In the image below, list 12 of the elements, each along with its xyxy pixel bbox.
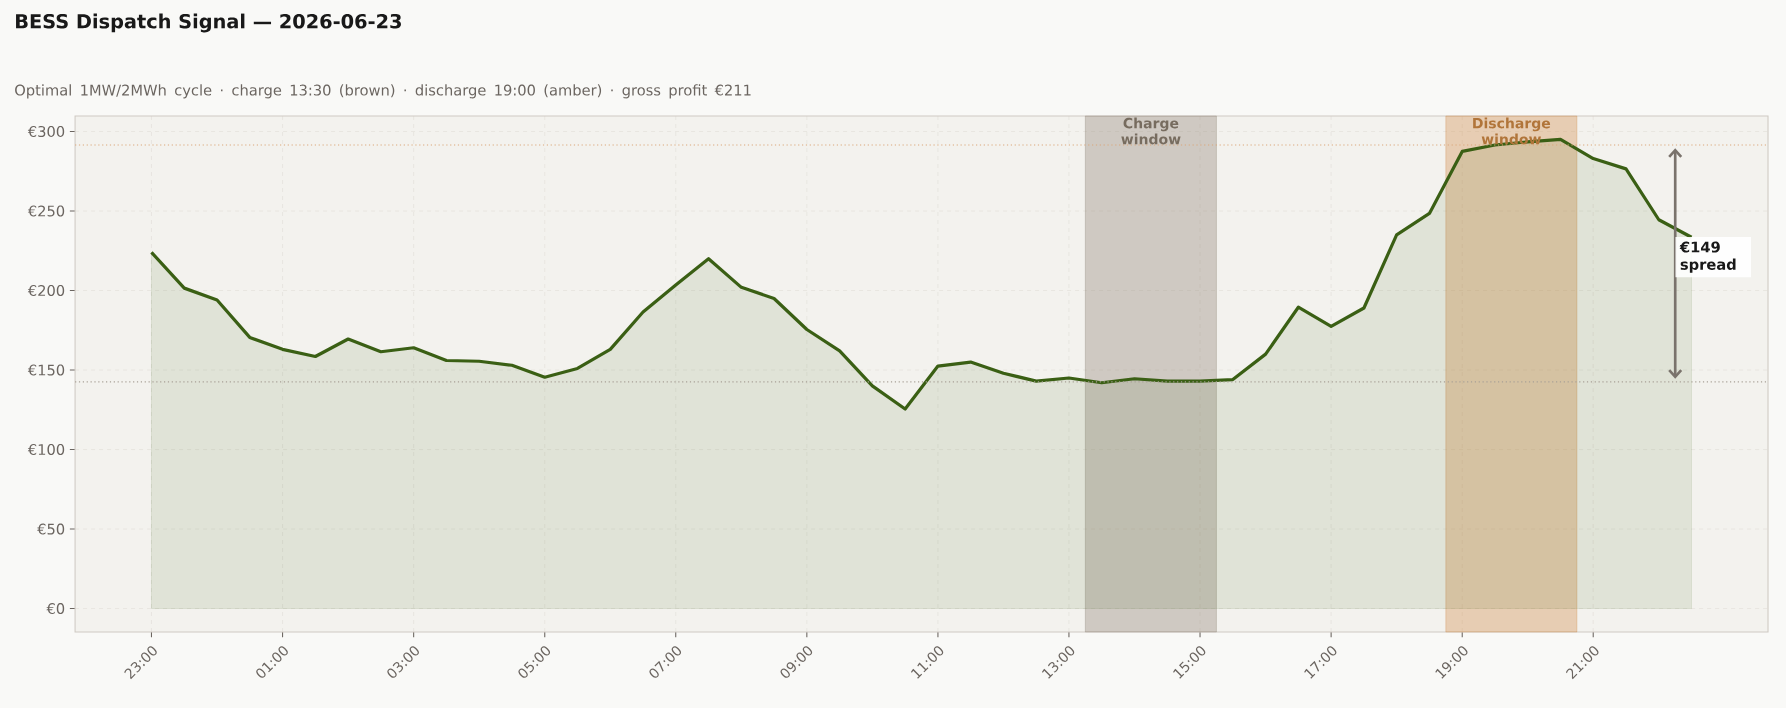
y-tick-label: €100 [27, 444, 65, 456]
y-tick-label: €250 [27, 205, 65, 217]
y-tick-label: €300 [27, 125, 65, 138]
chart-title: BESS Dispatch Signal — 2026-06-23 [16, 13, 401, 33]
chart-subtitle: Optimal 1MW/2MWh cycle · charge 13:30 (brown) · discharge 19:00 (amber) · gross profit €211 [15, 84, 751, 99]
y-tick-label: €0 [46, 603, 65, 615]
y-tick-label: €50 [37, 523, 65, 535]
y-tick-label: €150 [27, 364, 65, 376]
y-tick-label: €200 [27, 284, 65, 297]
band-label: Charge window [1121, 117, 1181, 145]
annotation: €149 spread [1679, 241, 1736, 273]
band-label: Discharge window [1473, 117, 1551, 145]
